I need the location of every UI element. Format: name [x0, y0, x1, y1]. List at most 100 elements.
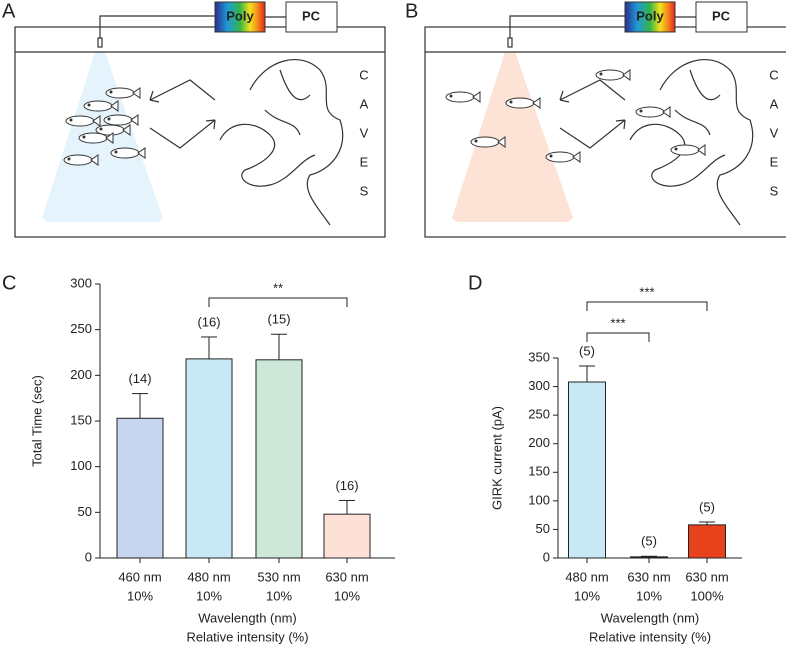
x-tick-sublabel: 10%: [127, 588, 153, 603]
n-label: (5): [641, 534, 657, 549]
n-label: (5): [699, 499, 715, 514]
y-tick-label: 150: [528, 464, 550, 479]
fish-tail: [105, 132, 114, 144]
y-tick-label: 150: [70, 412, 92, 427]
fish-tail: [130, 114, 139, 126]
x-tick-sublabel: 10%: [574, 588, 600, 603]
significance-bracket: [208, 297, 348, 307]
pc-label: PC: [302, 8, 321, 23]
significance-label: **: [273, 280, 283, 295]
caves-letter: V: [770, 125, 779, 140]
fish-tail: [110, 100, 119, 112]
y-tick-label: 0: [543, 549, 550, 564]
significance-label: ***: [639, 284, 654, 299]
x-tick-label: 460 nm: [118, 569, 161, 584]
y-tick-label: 250: [70, 321, 92, 336]
bar: [255, 359, 303, 559]
bar: [630, 556, 668, 559]
x-tick-label: 630 nm: [325, 569, 368, 584]
fish-tail: [122, 124, 131, 136]
x-tick-label: 630 nm: [685, 569, 728, 584]
fish-tail: [572, 151, 581, 163]
y-tick-label: 50: [536, 521, 550, 536]
y-axis-label: GIRK current (pA): [489, 406, 504, 510]
y-tick-label: 200: [528, 435, 550, 450]
poly-box: [624, 1, 676, 33]
x-tick-label: 480 nm: [187, 569, 230, 584]
bar: [323, 513, 371, 559]
fish-tail: [90, 154, 99, 166]
fish-tail: [497, 136, 506, 148]
x-axis-label: Wavelength (nm): [601, 610, 700, 625]
x-tick-sublabel: 10%: [266, 588, 292, 603]
y-tick-label: 300: [528, 378, 550, 393]
bar: [568, 381, 606, 559]
fish-eye: [114, 150, 118, 154]
n-label: (16): [197, 314, 220, 329]
panel-label: A: [2, 0, 16, 22]
fish-tail: [662, 106, 671, 118]
fish-eye: [99, 127, 103, 131]
caves-letter: E: [770, 154, 779, 169]
y-tick-label: 300: [70, 275, 92, 290]
n-label: (15): [267, 312, 290, 327]
fish-eye: [639, 109, 643, 113]
x-tick-sublabel: 100%: [690, 588, 724, 603]
tank: [14, 26, 386, 238]
panel-label: B: [405, 0, 418, 22]
fish-tail: [622, 69, 631, 81]
poly-box: [214, 1, 266, 33]
fish-eye: [599, 72, 603, 76]
fish-tail: [532, 97, 541, 109]
x-tick-sublabel: 10%: [196, 588, 222, 603]
bar: [688, 524, 726, 559]
fish-eye: [674, 147, 678, 151]
panel-label: C: [2, 272, 16, 294]
caves-letter: V: [360, 125, 369, 140]
cave-outline: [629, 59, 754, 226]
n-label: (14): [128, 371, 151, 386]
arrow-swim: [149, 79, 216, 103]
fish-eye: [82, 135, 86, 139]
fish-eye: [67, 157, 71, 161]
y-tick-label: 100: [70, 458, 92, 473]
poly-label: Poly: [226, 8, 254, 23]
n-label: (16): [335, 478, 358, 493]
x-tick-label: 480 nm: [565, 569, 608, 584]
arrow-swim: [149, 119, 216, 149]
fish-eye: [474, 139, 478, 143]
arrow-swim: [559, 119, 626, 149]
panel-label: D: [468, 272, 482, 294]
fish-eye: [449, 94, 453, 98]
y-tick-label: 0: [85, 549, 92, 564]
pc-box: [695, 1, 748, 33]
fiber-tip: [97, 37, 103, 48]
fish-eye: [109, 90, 113, 94]
caves-letter: A: [360, 96, 369, 111]
light-cone: [452, 52, 573, 222]
fish-eye: [549, 154, 553, 158]
arrow-swim: [559, 79, 626, 103]
caves-letter: E: [360, 154, 369, 169]
y-axis-label: Total Time (sec): [29, 375, 44, 467]
significance-bracket: [586, 332, 650, 342]
poly-label: Poly: [636, 8, 664, 23]
significance-label: ***: [610, 315, 625, 330]
y-tick-label: 200: [70, 367, 92, 382]
tank: [424, 26, 786, 238]
x-axis-sublabel: Relative intensity (%): [186, 629, 308, 644]
x-axis-sublabel: Relative intensity (%): [589, 629, 711, 644]
fiber-cable: [99, 15, 215, 38]
caves-letter: S: [360, 183, 369, 198]
x-tick-sublabel: 10%: [334, 588, 360, 603]
x-tick-label: 630 nm: [627, 569, 670, 584]
pc-label: PC: [712, 8, 731, 23]
fish-eye: [69, 118, 73, 122]
caves-letter: C: [359, 67, 368, 82]
x-tick-label: 530 nm: [257, 569, 300, 584]
fish-eye: [509, 100, 513, 104]
fish-tail: [132, 87, 141, 99]
caves-letter: S: [770, 183, 779, 198]
